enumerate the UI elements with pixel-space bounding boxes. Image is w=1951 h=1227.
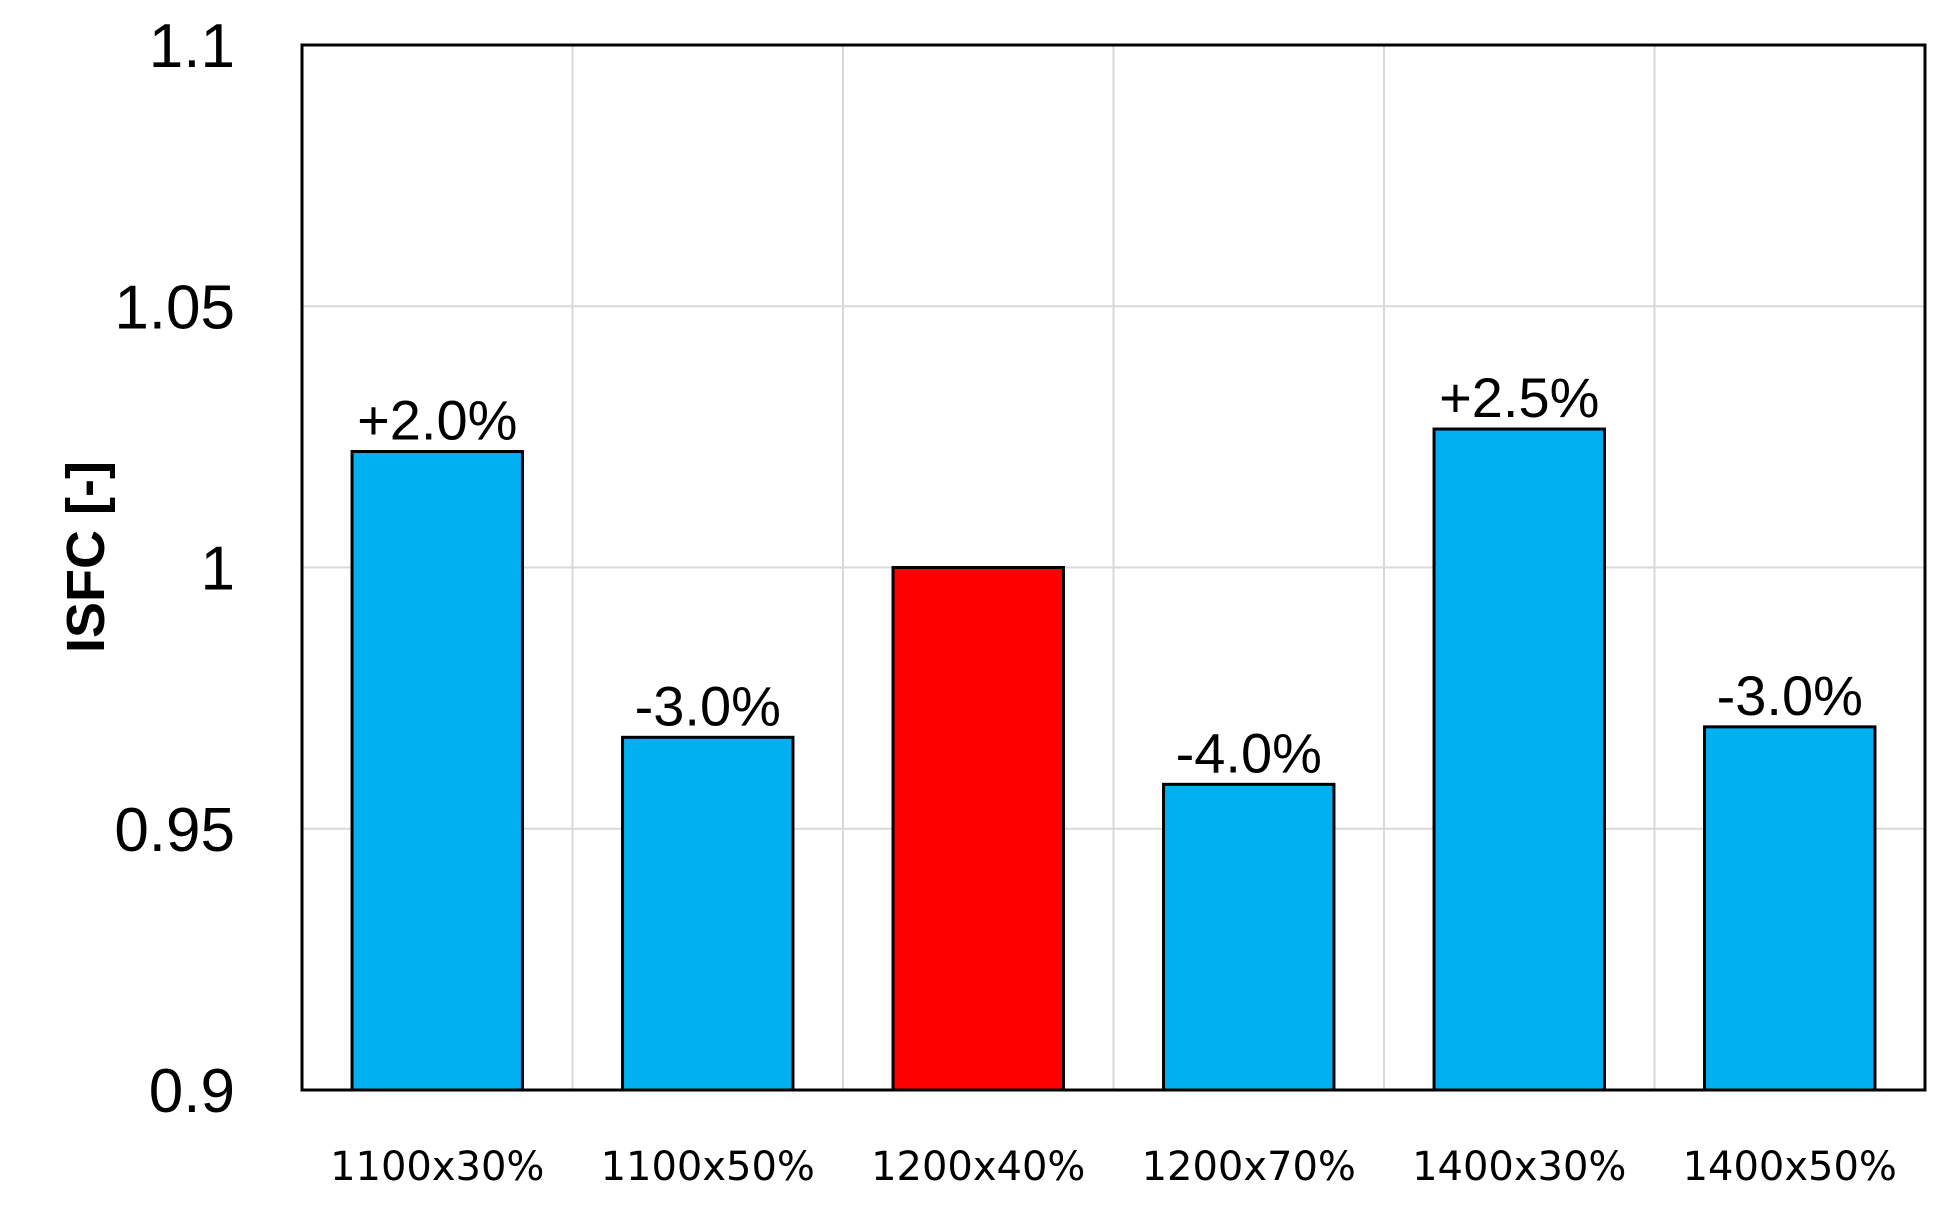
y-tick-label: 0.9 bbox=[149, 1057, 235, 1126]
data-labels: +2.0% -3.0% -4.0% +2.5% -3.0% bbox=[357, 366, 1863, 784]
y-tick-label: 0.95 bbox=[114, 796, 235, 865]
bar-1100x30pct bbox=[350, 450, 524, 1092]
plot-area-frame bbox=[300, 43, 1927, 1092]
x-tick-label: 1400x30% bbox=[1412, 1144, 1626, 1190]
bar-data-label: +2.5% bbox=[1439, 366, 1599, 429]
y-tick-label: 1.05 bbox=[114, 273, 235, 342]
bar-data-label: -3.0% bbox=[1717, 664, 1863, 727]
x-tick-label: 1200x70% bbox=[1142, 1144, 1356, 1190]
x-tick-label: 1100x50% bbox=[601, 1144, 815, 1190]
bar-1100x50pct bbox=[621, 735, 795, 1092]
bars bbox=[350, 427, 1877, 1092]
x-tick-label: 1100x30% bbox=[330, 1144, 544, 1190]
bar-1200x40pct bbox=[891, 566, 1065, 1092]
y-axis-label: ISFC [-] bbox=[56, 461, 116, 653]
x-tick-label: 1400x50% bbox=[1683, 1144, 1897, 1190]
x-tick-label: 1200x40% bbox=[871, 1144, 1085, 1190]
bar-data-label: +2.0% bbox=[357, 389, 517, 452]
y-tick-label: 1 bbox=[201, 535, 235, 604]
bar-1400x50pct bbox=[1703, 725, 1877, 1092]
bar-1200x70pct bbox=[1162, 782, 1336, 1092]
y-axis-tick-labels: 0.9 0.95 1 1.05 1.1 bbox=[114, 12, 235, 1126]
grid-lines bbox=[302, 44, 1925, 1090]
x-axis-tick-labels: 1100x30% 1100x50% 1200x40% 1200x70% 1400x30%… bbox=[330, 1144, 1897, 1190]
bar-1400x30pct bbox=[1432, 427, 1606, 1092]
y-tick-label: 1.1 bbox=[149, 12, 235, 81]
bar-data-label: -4.0% bbox=[1176, 721, 1322, 784]
bar-data-label: -3.0% bbox=[635, 674, 781, 737]
